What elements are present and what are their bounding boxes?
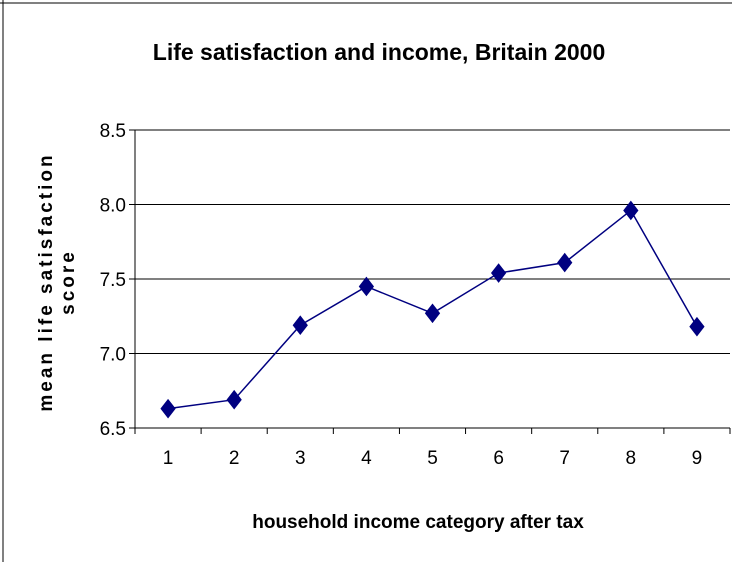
axes — [129, 129, 731, 434]
data-point-marker — [557, 252, 573, 273]
series-markers — [160, 200, 705, 419]
x-tick-label: 3 — [295, 448, 306, 469]
y-tick-label: 7.0 — [100, 345, 126, 366]
data-point-marker — [689, 316, 705, 337]
y-tick-label: 8.5 — [100, 121, 126, 142]
x-axis-title: household income category after tax — [252, 512, 584, 533]
data-point-marker — [160, 398, 176, 419]
y-axis-title-line-2: score — [58, 249, 79, 315]
y-axis-title: mean life satisfaction score — [36, 152, 79, 411]
y-tick-labels: 6.5 7.0 7.5 8.0 8.5 — [100, 121, 126, 440]
x-tick-label: 6 — [493, 448, 504, 469]
y-tick-label: 6.5 — [100, 419, 126, 440]
data-point-marker — [424, 303, 441, 324]
data-point-marker — [292, 315, 308, 336]
data-point-marker — [226, 389, 242, 410]
y-tick-label: 8.0 — [100, 196, 126, 217]
y-axis-title-line-1: mean life satisfaction — [36, 152, 57, 411]
x-tick-label: 2 — [229, 448, 240, 469]
x-tick-labels: 1 2 3 4 5 6 7 8 9 — [163, 448, 702, 469]
data-point-marker — [358, 276, 375, 297]
gridlines — [135, 129, 730, 354]
x-tick-label: 9 — [692, 448, 703, 469]
data-point-marker — [623, 200, 639, 221]
x-tick-label: 4 — [361, 448, 372, 469]
y-tick-label: 7.5 — [100, 270, 126, 291]
chart-title: Life satisfaction and income, Britain 20… — [153, 39, 605, 65]
x-tick-label: 5 — [427, 448, 438, 469]
x-tick-label: 8 — [626, 448, 637, 469]
data-point-marker — [490, 263, 507, 283]
x-tick-label: 7 — [559, 448, 570, 469]
x-tick-label: 1 — [163, 448, 174, 469]
